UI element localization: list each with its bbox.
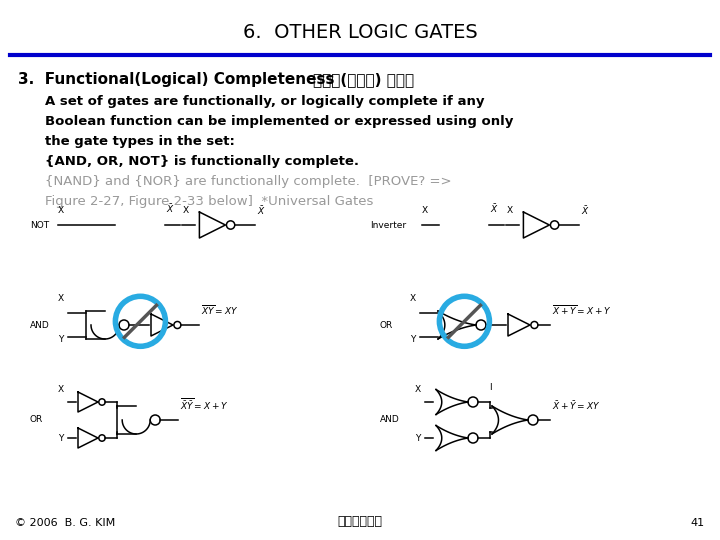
Circle shape — [551, 221, 559, 229]
Text: 디지털시스템: 디지털시스템 — [338, 515, 382, 528]
Text: X: X — [58, 385, 64, 394]
Circle shape — [476, 320, 486, 330]
Text: X: X — [506, 206, 513, 215]
Text: $\overline{\bar{X}\bar{Y}} = X + Y$: $\overline{\bar{X}\bar{Y}} = X + Y$ — [180, 396, 228, 412]
Text: $\bar{X}$: $\bar{X}$ — [490, 202, 499, 215]
Text: Boolean function can be implemented or expressed using only: Boolean function can be implemented or e… — [45, 115, 513, 128]
Text: $\bar{X}$: $\bar{X}$ — [582, 204, 590, 217]
Text: 41: 41 — [691, 518, 705, 528]
Text: X: X — [422, 206, 428, 215]
Text: Y: Y — [415, 434, 420, 443]
Text: X: X — [58, 206, 64, 215]
Circle shape — [99, 435, 105, 441]
Text: Y: Y — [58, 335, 63, 344]
Circle shape — [531, 321, 538, 328]
Circle shape — [468, 397, 478, 407]
Text: X: X — [58, 294, 64, 303]
Text: $\bar{X}$: $\bar{X}$ — [258, 204, 266, 217]
Text: X: X — [415, 385, 421, 394]
Circle shape — [528, 415, 538, 425]
Circle shape — [226, 221, 235, 229]
Text: X: X — [182, 206, 189, 215]
Text: 3.  Functional(Logical) Completeness: 3. Functional(Logical) Completeness — [18, 72, 345, 87]
Text: $\overline{XY} = XY$: $\overline{XY} = XY$ — [201, 303, 238, 317]
Text: Y: Y — [410, 335, 415, 344]
Circle shape — [468, 433, 478, 443]
Text: 函數的(論理的) 完全性: 函數的(論理的) 完全性 — [313, 72, 414, 87]
Text: OR: OR — [30, 415, 43, 424]
Text: © 2006  B. G. KIM: © 2006 B. G. KIM — [15, 518, 115, 528]
Text: AND: AND — [380, 415, 400, 424]
Circle shape — [99, 399, 105, 405]
Circle shape — [119, 320, 129, 330]
Text: the gate types in the set:: the gate types in the set: — [45, 135, 235, 148]
Text: $\bar{X}$: $\bar{X}$ — [166, 202, 175, 215]
Text: 6.  OTHER LOGIC GATES: 6. OTHER LOGIC GATES — [243, 23, 477, 42]
Circle shape — [150, 415, 160, 425]
Text: {NAND} and {NOR} are functionally complete.  [PROVE? =>: {NAND} and {NOR} are functionally comple… — [45, 175, 451, 188]
Text: I: I — [489, 383, 491, 392]
Text: Inverter: Inverter — [370, 220, 406, 230]
Text: $\bar{X} + \bar{Y} = XY$: $\bar{X} + \bar{Y} = XY$ — [552, 399, 600, 412]
Text: $\overline{X+Y} = X + Y$: $\overline{X+Y} = X + Y$ — [552, 303, 611, 317]
Text: X: X — [410, 294, 416, 303]
Text: Y: Y — [58, 434, 63, 443]
Text: NOT: NOT — [30, 220, 49, 230]
Text: A set of gates are functionally, or logically complete if any: A set of gates are functionally, or logi… — [45, 95, 485, 108]
Text: Figure 2-27, Figure 2-33 below]  *Universal Gates: Figure 2-27, Figure 2-33 below] *Univers… — [45, 195, 374, 208]
Text: OR: OR — [380, 321, 393, 329]
Text: {AND, OR, NOT} is functionally complete.: {AND, OR, NOT} is functionally complete. — [45, 155, 359, 168]
Text: AND: AND — [30, 321, 50, 329]
Circle shape — [174, 321, 181, 328]
